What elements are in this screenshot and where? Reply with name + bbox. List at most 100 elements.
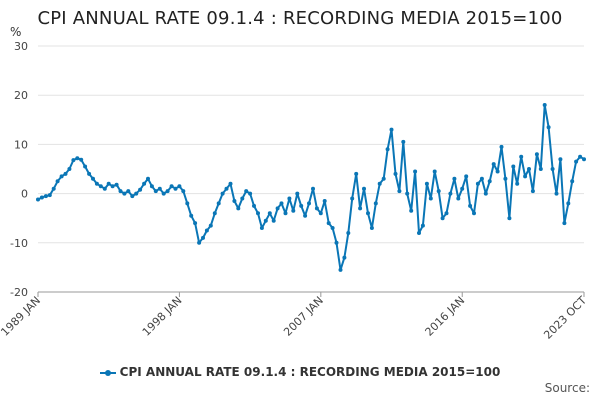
data-point[interactable]: [252, 203, 256, 208]
data-point[interactable]: [236, 206, 241, 211]
data-point[interactable]: [134, 191, 139, 196]
data-point[interactable]: [153, 189, 158, 194]
data-point[interactable]: [212, 211, 217, 216]
data-point[interactable]: [350, 196, 355, 201]
data-point[interactable]: [436, 189, 441, 194]
data-point[interactable]: [291, 208, 296, 213]
data-point[interactable]: [417, 231, 421, 235]
data-point[interactable]: [530, 189, 535, 194]
data-point[interactable]: [208, 223, 213, 228]
data-point[interactable]: [244, 189, 249, 194]
data-point[interactable]: [322, 199, 327, 203]
data-point[interactable]: [562, 221, 567, 226]
data-point[interactable]: [126, 189, 131, 194]
data-point[interactable]: [452, 176, 457, 181]
data-point[interactable]: [499, 144, 504, 149]
data-point[interactable]: [51, 186, 56, 191]
data-point[interactable]: [94, 181, 99, 186]
data-point[interactable]: [413, 169, 418, 174]
data-point[interactable]: [330, 226, 335, 230]
data-point[interactable]: [582, 157, 586, 162]
data-point[interactable]: [102, 186, 107, 191]
data-point[interactable]: [149, 184, 154, 189]
data-point[interactable]: [314, 206, 319, 211]
data-point[interactable]: [271, 218, 276, 223]
data-point[interactable]: [157, 186, 162, 191]
data-point[interactable]: [409, 208, 414, 213]
data-point[interactable]: [515, 181, 520, 186]
data-point[interactable]: [318, 211, 323, 216]
data-point[interactable]: [263, 218, 268, 223]
data-point[interactable]: [67, 167, 72, 171]
data-point[interactable]: [479, 176, 484, 181]
data-point[interactable]: [472, 211, 476, 216]
data-point[interactable]: [142, 181, 147, 186]
data-point[interactable]: [110, 184, 115, 189]
data-point[interactable]: [165, 189, 170, 194]
data-point[interactable]: [440, 216, 445, 221]
data-point[interactable]: [185, 201, 190, 206]
data-point[interactable]: [106, 181, 111, 186]
data-point[interactable]: [483, 191, 488, 196]
data-point[interactable]: [75, 156, 80, 161]
data-point[interactable]: [366, 211, 370, 216]
data-point[interactable]: [456, 196, 461, 201]
data-point[interactable]: [36, 197, 40, 202]
data-point[interactable]: [523, 174, 528, 179]
data-point[interactable]: [259, 226, 264, 230]
data-point[interactable]: [173, 186, 178, 191]
data-point[interactable]: [283, 211, 288, 216]
data-point[interactable]: [475, 181, 480, 186]
data-point[interactable]: [432, 169, 437, 174]
data-point[interactable]: [307, 201, 311, 206]
data-point[interactable]: [118, 189, 123, 194]
data-point[interactable]: [491, 162, 496, 167]
data-point[interactable]: [59, 174, 64, 179]
data-point[interactable]: [267, 211, 272, 216]
data-point[interactable]: [63, 171, 68, 176]
data-point[interactable]: [574, 159, 579, 164]
data-point[interactable]: [405, 191, 410, 196]
data-point[interactable]: [177, 184, 182, 189]
data-point[interactable]: [444, 211, 449, 216]
data-point[interactable]: [424, 181, 429, 186]
data-point[interactable]: [220, 191, 225, 196]
data-point[interactable]: [224, 186, 229, 191]
data-point[interactable]: [161, 191, 166, 196]
data-point[interactable]: [420, 223, 425, 228]
data-point[interactable]: [468, 203, 473, 208]
data-point[interactable]: [275, 206, 280, 211]
data-point[interactable]: [71, 158, 76, 163]
data-point[interactable]: [83, 164, 88, 169]
data-point[interactable]: [47, 193, 52, 198]
data-point[interactable]: [550, 167, 555, 171]
data-point[interactable]: [369, 226, 374, 230]
data-point[interactable]: [570, 179, 575, 184]
data-point[interactable]: [511, 164, 516, 169]
legend[interactable]: CPI ANNUAL RATE 09.1.4 : RECORDING MEDIA…: [0, 365, 600, 379]
data-point[interactable]: [256, 211, 260, 216]
data-point[interactable]: [181, 189, 186, 194]
data-point[interactable]: [460, 186, 465, 191]
data-point[interactable]: [122, 191, 127, 196]
data-point[interactable]: [428, 196, 433, 201]
data-point[interactable]: [91, 176, 95, 181]
data-point[interactable]: [303, 213, 308, 218]
data-point[interactable]: [299, 203, 304, 208]
data-point[interactable]: [527, 167, 531, 171]
data-point[interactable]: [566, 201, 571, 206]
data-point[interactable]: [354, 171, 359, 176]
data-point[interactable]: [55, 179, 60, 184]
data-point[interactable]: [542, 103, 547, 107]
data-point[interactable]: [311, 186, 315, 191]
data-point[interactable]: [87, 171, 92, 176]
data-point[interactable]: [358, 206, 363, 211]
data-point[interactable]: [448, 191, 453, 196]
data-point[interactable]: [240, 196, 245, 201]
data-point[interactable]: [507, 216, 512, 221]
data-point[interactable]: [169, 184, 174, 189]
data-point[interactable]: [519, 154, 524, 159]
data-point[interactable]: [287, 196, 292, 201]
data-point[interactable]: [373, 201, 378, 206]
data-point[interactable]: [146, 176, 150, 181]
